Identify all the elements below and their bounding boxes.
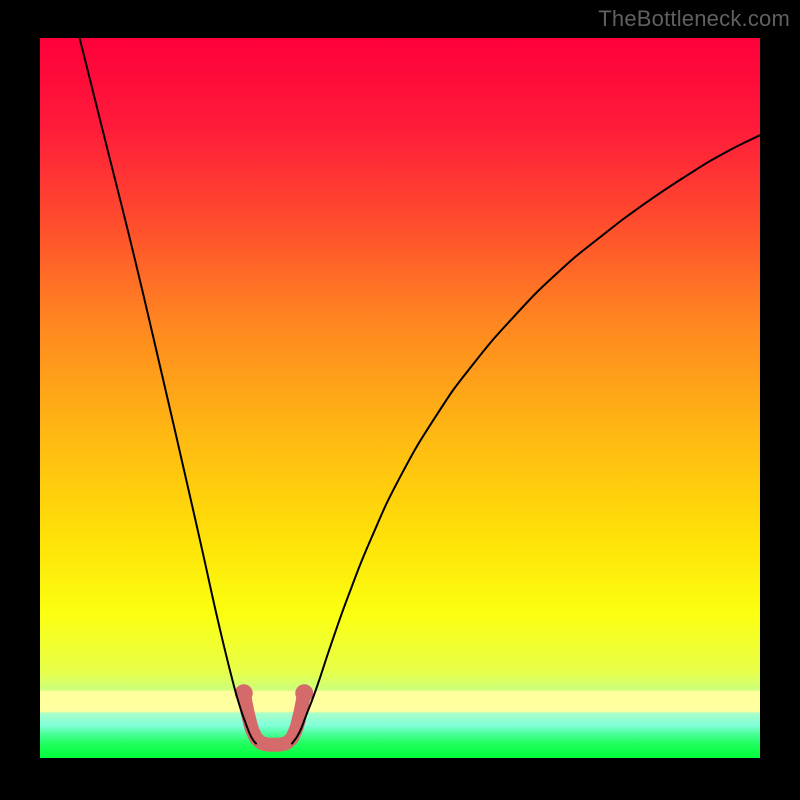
chart-svg — [40, 38, 760, 758]
left-curve — [80, 38, 256, 744]
chart-container: TheBottleneck.com — [0, 0, 800, 800]
watermark-text: TheBottleneck.com — [598, 6, 790, 32]
valley-highlight — [235, 684, 313, 745]
plot-area — [40, 38, 760, 758]
right-curve — [292, 135, 760, 743]
